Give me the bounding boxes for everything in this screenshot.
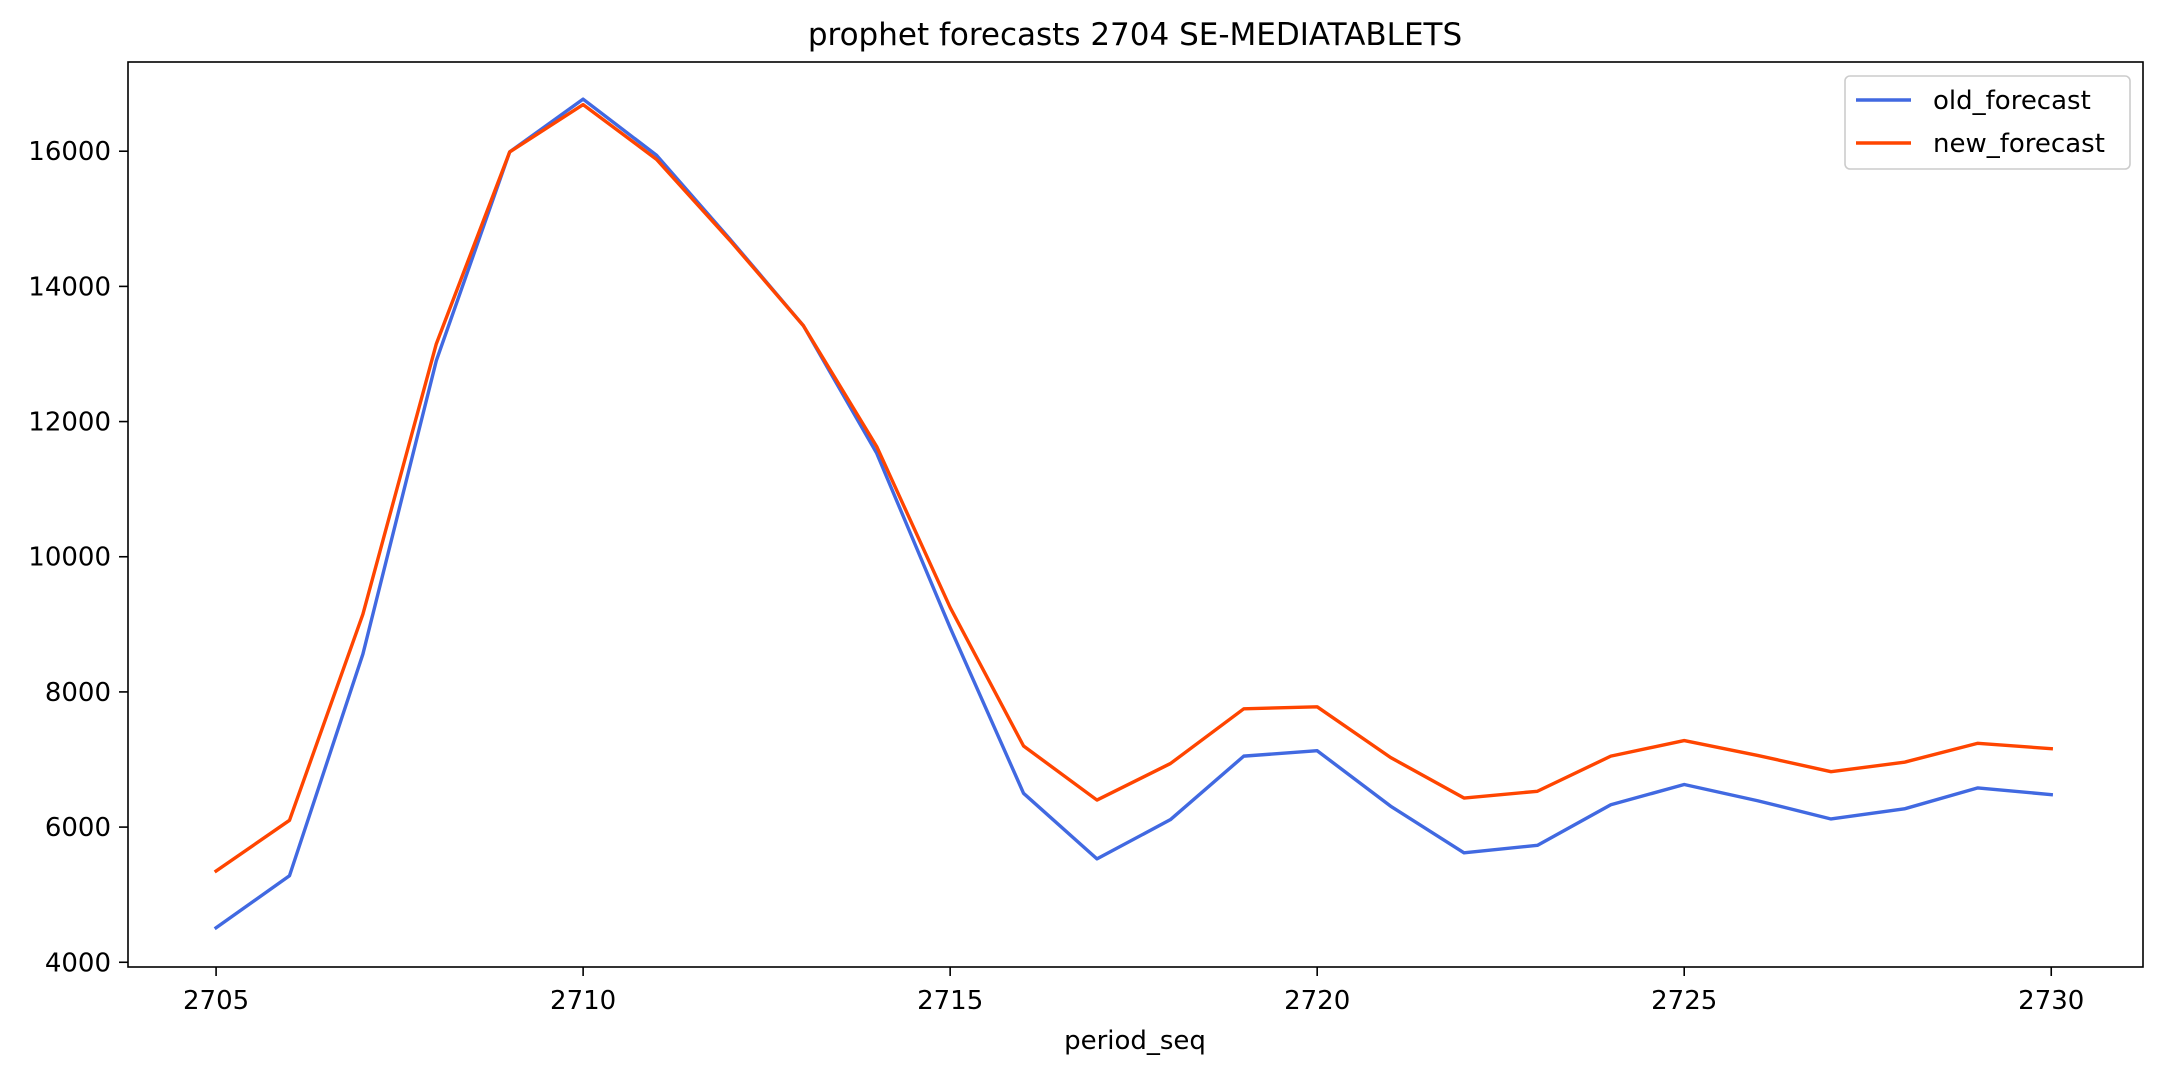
series-line-old-forecast (213, 97, 2054, 931)
axes: 2705 2710 2715 2720 2725 2730 4000 6000 8000 1000… (28, 61, 2144, 1016)
y-tick-label: 12000 (28, 408, 111, 438)
y-tick-label: 10000 (28, 543, 111, 573)
y-tick-label: 6000 (45, 813, 111, 843)
x-tick-label: 2705 (183, 986, 249, 1016)
x-tick-label: 2725 (1651, 986, 1717, 1016)
plot-frame (127, 61, 2144, 968)
y-tick-label: 8000 (45, 678, 111, 708)
x-tick-label: 2720 (1284, 986, 1350, 1016)
x-axis-title: period_seq (1064, 1026, 1206, 1056)
legend-label-new-forecast: new_forecast (1933, 129, 2105, 159)
series-line-new-forecast (213, 102, 2054, 874)
chart-title: prophet forecasts 2704 SE-MEDIATABLETS (808, 17, 1462, 53)
y-tick-label: 14000 (28, 272, 111, 302)
y-tick-label: 16000 (28, 137, 111, 167)
y-tick-label: 4000 (45, 948, 111, 978)
legend: old_forecast new_forecast (1844, 75, 2131, 170)
x-tick-label: 2715 (917, 986, 983, 1016)
x-tick-label: 2730 (2018, 986, 2084, 1016)
legend-label-old-forecast: old_forecast (1933, 86, 2091, 116)
x-tick-label: 2710 (550, 986, 616, 1016)
legend-box (1844, 75, 2131, 170)
plot-area (213, 97, 2054, 931)
